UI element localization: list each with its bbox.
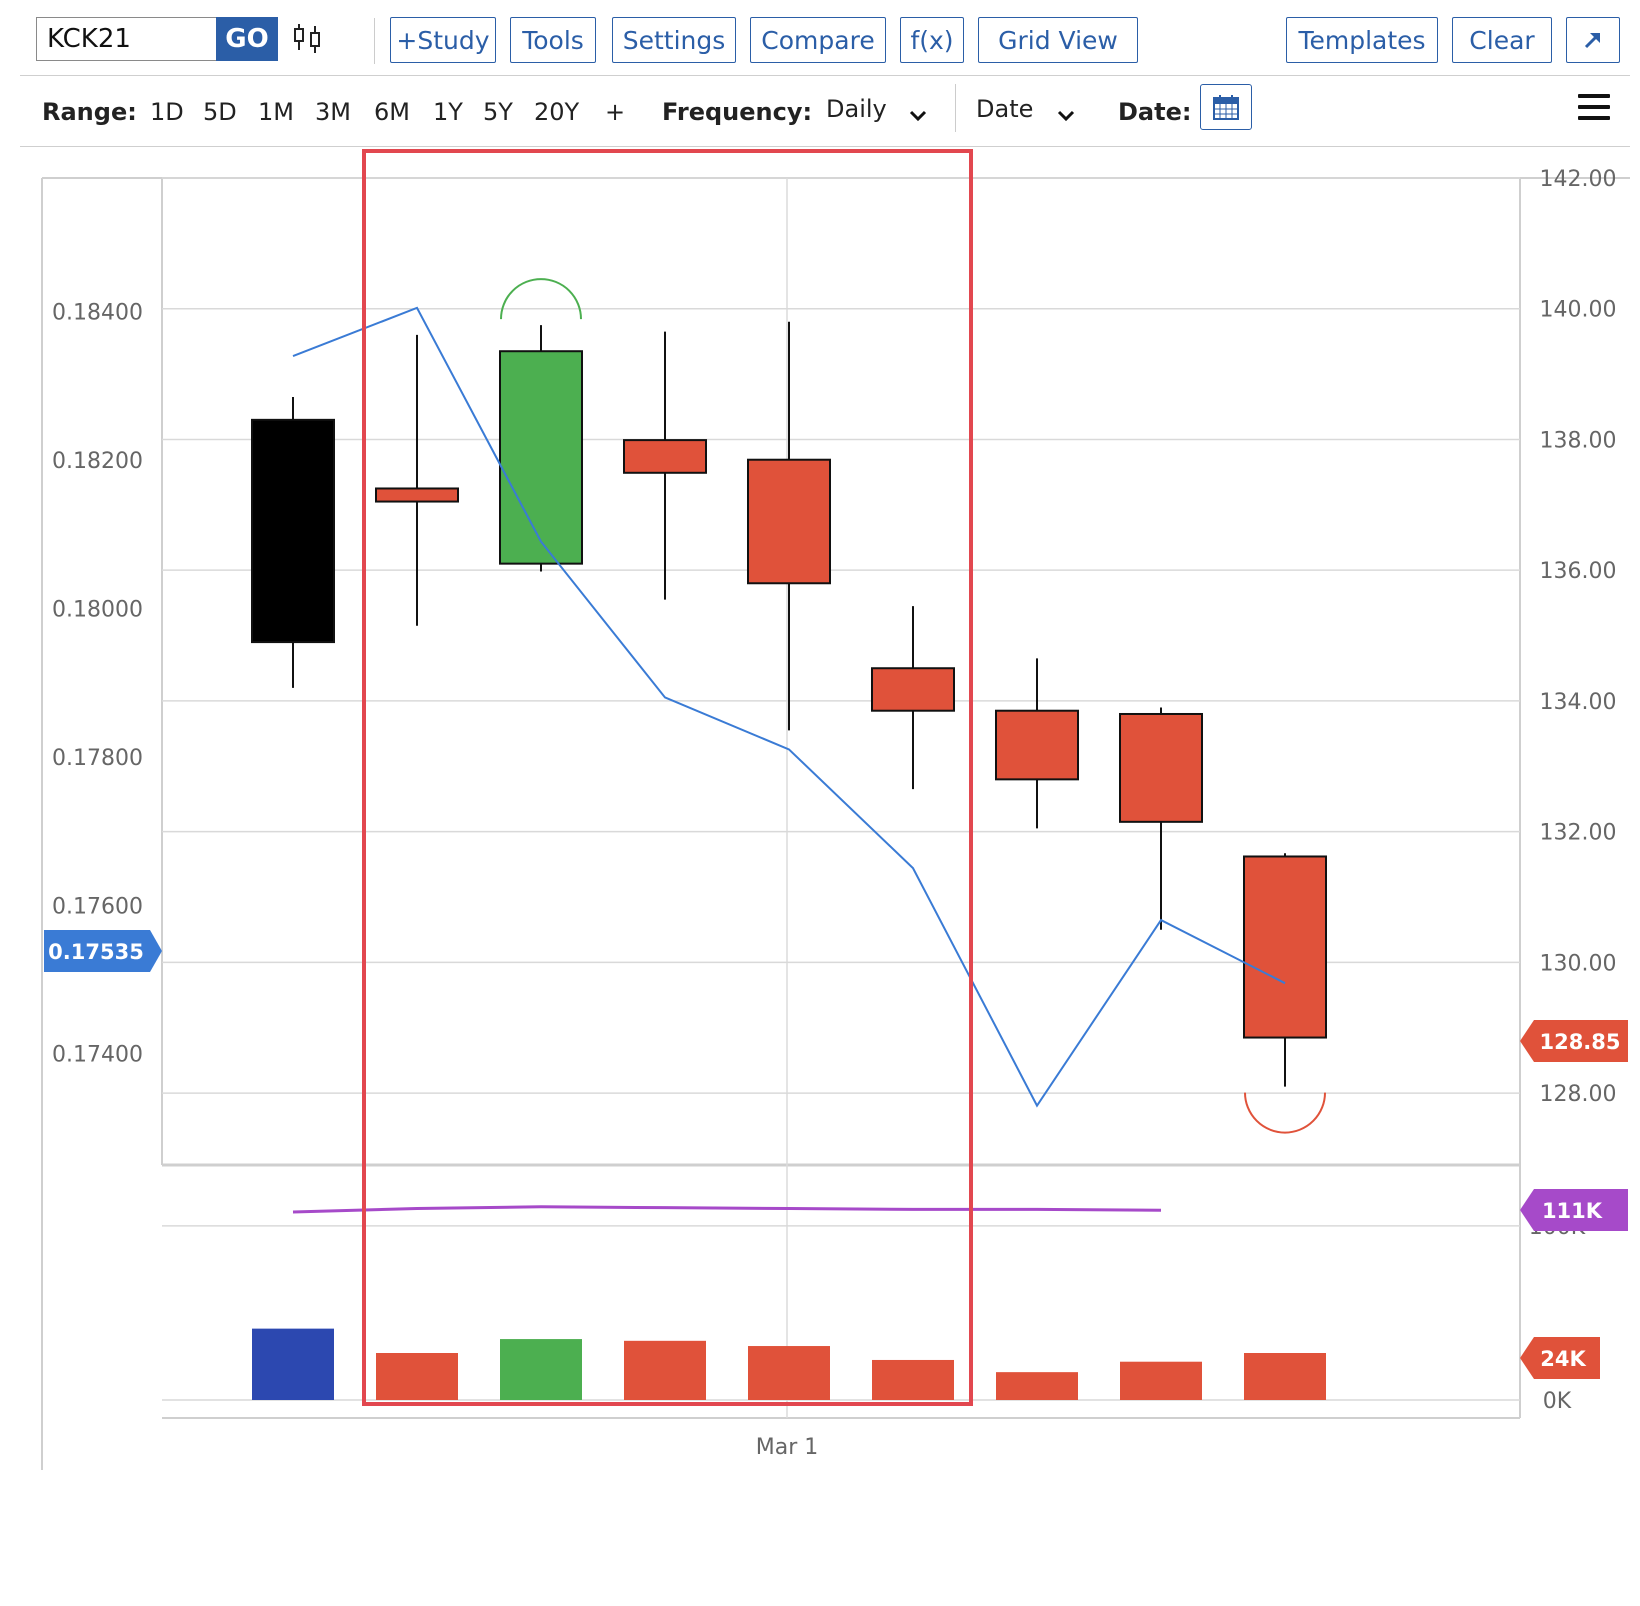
candle-body: [623, 439, 707, 474]
high-marker: [500, 278, 582, 320]
frequency-select[interactable]: Daily: [826, 95, 887, 123]
candle-body: [375, 487, 459, 503]
range-1d[interactable]: 1D: [150, 98, 184, 126]
left-axis-tick: 0.18000: [52, 597, 143, 622]
volume-average-series: [292, 1205, 1162, 1214]
range-bar: Range: 1D 5D 1M 3M 6M 1Y 5Y 20Y + Freque…: [0, 84, 1640, 144]
volume-bar: [500, 1339, 582, 1400]
range-1y[interactable]: 1Y: [433, 98, 463, 126]
toolbar-divider: [374, 18, 375, 64]
settings-button[interactable]: Settings: [612, 17, 736, 63]
volume-bar: [1120, 1361, 1202, 1400]
tools-button[interactable]: Tools: [510, 17, 596, 63]
left-axis-tick: 0.18200: [52, 449, 143, 474]
left-axis-tick: 0.17600: [52, 894, 143, 919]
go-button[interactable]: GO: [216, 17, 278, 61]
compare-button[interactable]: Compare: [750, 17, 886, 63]
hamburger-menu-icon[interactable]: [1578, 94, 1610, 120]
right-axis-tick: 128.00: [1540, 1082, 1617, 1107]
range-1m[interactable]: 1M: [258, 98, 294, 126]
grid-view-button[interactable]: Grid View: [978, 17, 1138, 63]
chevron-down-icon[interactable]: [908, 106, 928, 126]
highlight-box: [362, 149, 973, 1406]
calendar-icon: [1213, 95, 1239, 120]
candle-body: [251, 418, 335, 644]
range-20y[interactable]: 20Y: [534, 98, 580, 126]
candle-body: [747, 458, 831, 585]
hi-lo-markers: [500, 278, 1326, 1134]
right-axis-tick: 130.00: [1540, 951, 1617, 976]
calendar-button[interactable]: [1200, 84, 1252, 130]
range-3m[interactable]: 3M: [315, 98, 351, 126]
volume-bar: [1244, 1353, 1326, 1400]
range-label: Range:: [42, 98, 137, 126]
volume-bar: [872, 1359, 954, 1400]
volume-average-line: [292, 1205, 1162, 1214]
volume-bar: [376, 1353, 458, 1400]
volume-bar: [996, 1372, 1078, 1400]
right-axis-tick: 136.00: [1540, 559, 1617, 584]
volume-bars: [252, 1328, 1326, 1400]
volume-axis-tick: 0K: [1543, 1389, 1572, 1414]
rangebar-divider-line: [20, 146, 1630, 147]
right-current-price-tag: 128.85: [1520, 1020, 1628, 1062]
main-toolbar: GO +Study Tools Settings Compare f(x) Gr…: [0, 0, 1640, 80]
candle-body: [995, 709, 1079, 781]
popout-button[interactable]: [1566, 17, 1620, 63]
date-mode-select[interactable]: Date: [976, 95, 1034, 123]
volume-bar: [748, 1346, 830, 1400]
candlestick-icon[interactable]: [290, 20, 326, 56]
candle-body: [1243, 855, 1327, 1039]
clear-button[interactable]: Clear: [1452, 17, 1552, 63]
chevron-down-icon[interactable]: [1056, 106, 1076, 126]
volume-current-value: 24K: [1540, 1347, 1586, 1371]
right-axis-ticks: 142.00 140.00 138.00 136.00 134.00 132.00 130.…: [1540, 167, 1617, 1107]
candle-body: [871, 667, 955, 712]
function-button[interactable]: f(x): [900, 17, 964, 63]
right-axis-tick: 132.00: [1540, 821, 1617, 846]
templates-button[interactable]: Templates: [1286, 17, 1438, 63]
frequency-label: Frequency:: [662, 98, 813, 126]
candle-body: [499, 350, 583, 565]
x-axis-label: Mar 1: [756, 1435, 819, 1460]
right-axis-tick: 138.00: [1540, 428, 1617, 453]
left-current-price: 0.17535: [48, 940, 144, 964]
volume-current-tag: 24K: [1520, 1337, 1600, 1379]
compare-line: [292, 306, 1286, 1108]
toolbar-divider-line: [20, 75, 1630, 76]
compare-series-line: [292, 306, 1286, 1108]
right-axis-tick: 134.00: [1540, 690, 1617, 715]
left-axis-ticks: 0.18400 0.18200 0.18000 0.17800 0.17600 0.174…: [52, 301, 143, 1068]
candles: [251, 321, 1327, 1087]
left-axis-tick: 0.17400: [52, 1043, 143, 1068]
range-divider: [955, 84, 956, 132]
range-5y[interactable]: 5Y: [483, 98, 513, 126]
left-current-price-tag: 0.17535: [44, 930, 162, 972]
left-axis-tick: 0.18400: [52, 301, 143, 326]
right-current-price: 128.85: [1539, 1030, 1620, 1054]
candle-body: [1119, 712, 1203, 823]
range-6m[interactable]: 6M: [374, 98, 410, 126]
volume-bar: [624, 1340, 706, 1400]
volume-average-tag: 111K: [1520, 1189, 1628, 1231]
right-axis-tick: 140.00: [1540, 298, 1617, 323]
right-axis-tick: 142.00: [1540, 167, 1617, 192]
range-5d[interactable]: 5D: [203, 98, 237, 126]
volume-bar: [252, 1328, 334, 1400]
study-button[interactable]: +Study: [390, 17, 496, 63]
volume-axis-ticks: 100K0K: [1529, 1215, 1586, 1414]
popout-arrow-icon: [1584, 32, 1601, 49]
price-gridlines: [162, 177, 1520, 1094]
volume-average-value: 111K: [1542, 1199, 1603, 1223]
symbol-input[interactable]: [36, 17, 216, 61]
range-custom[interactable]: +: [605, 98, 626, 126]
low-marker: [1244, 1092, 1326, 1134]
left-axis-tick: 0.17800: [52, 746, 143, 771]
date-label: Date:: [1118, 98, 1192, 126]
